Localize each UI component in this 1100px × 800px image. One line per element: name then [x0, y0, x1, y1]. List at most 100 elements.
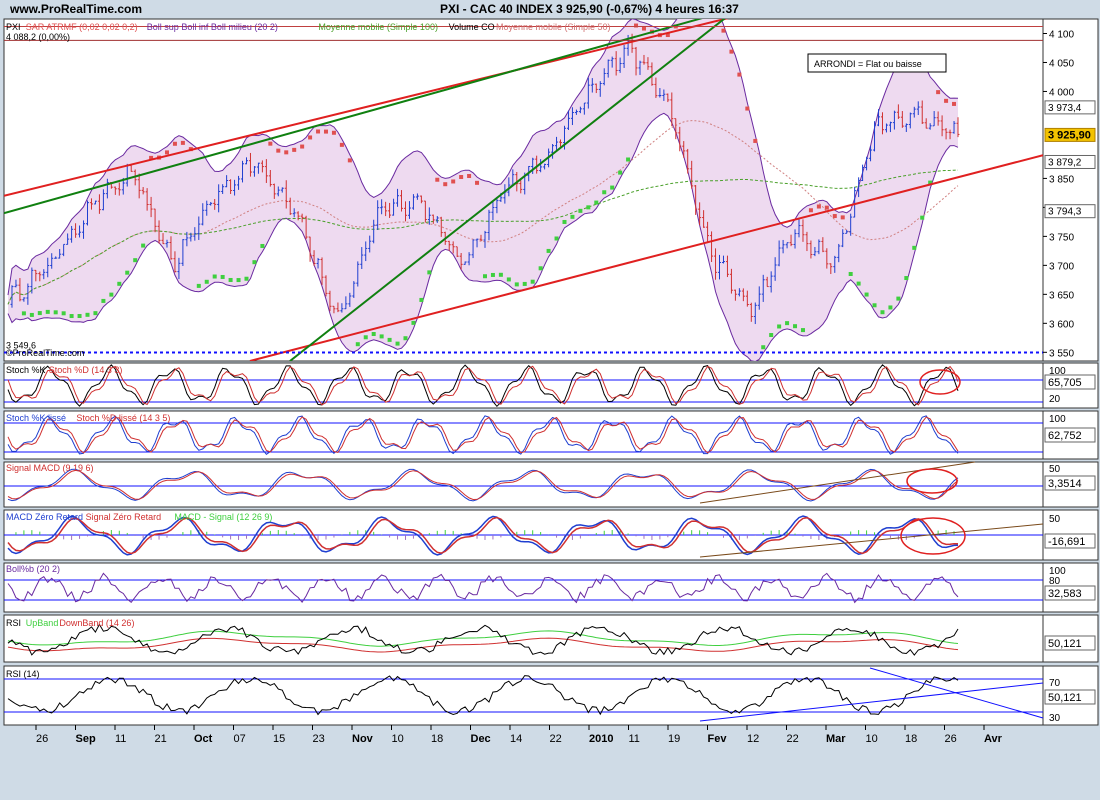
price-legend-item: SAR ATRMF (0,02 0,02 0,2): [26, 22, 138, 32]
sar-dot: [944, 98, 949, 103]
sar-dot: [641, 26, 646, 31]
sar-dot: [276, 148, 281, 153]
sar-dot: [721, 28, 726, 33]
sar-dot: [586, 205, 591, 210]
sar-dot: [912, 245, 917, 250]
bollb-line: [7, 572, 959, 604]
chart-title: PXI - CAC 40 INDEX 3 925,90 (-0,67%) 4 h…: [440, 2, 739, 16]
sar-dot: [133, 258, 138, 263]
macd-zero-circle-annotation: [900, 517, 966, 555]
price-right-box: [1044, 204, 1096, 219]
price-right-label: 3 973,4: [1048, 103, 1082, 114]
sar-dot: [196, 283, 201, 288]
sar-dot: [498, 272, 503, 277]
sar-dot: [634, 23, 639, 28]
stoch-circle-annotation: [919, 369, 961, 395]
sar-dot: [363, 335, 368, 340]
sar-dot: [21, 311, 26, 316]
panel-tick-label: 20: [1049, 394, 1061, 405]
watermark-label: ©ProRealTime.com: [6, 348, 84, 358]
panel-rsi: [3, 665, 1044, 726]
panel-tick-label: 100: [1049, 566, 1066, 577]
sar-dot: [69, 314, 74, 319]
panel-scale-price: [1042, 18, 1099, 362]
x-axis-label: 22: [550, 733, 562, 745]
sar-dot: [920, 215, 925, 220]
price-tick-label: 4 050: [1049, 58, 1074, 69]
sar-dot: [753, 138, 758, 143]
x-axis-label: 2010: [589, 733, 613, 745]
x-axis-label: 18: [431, 733, 443, 745]
sar-dot: [729, 49, 734, 54]
price-right-label: 3 879,2: [1048, 157, 1082, 168]
sar-dot: [292, 147, 297, 152]
sar-dot: [530, 279, 535, 284]
site-label[interactable]: www.ProRealTime.com: [10, 2, 143, 16]
price-tick-label: 3 700: [1049, 261, 1074, 272]
panel-legend-item: RSI: [6, 618, 21, 628]
panel-tick-label: 50: [1049, 514, 1061, 525]
header-bar: www.ProRealTime.com PXI - CAC 40 INDEX 3…: [0, 0, 1100, 18]
x-axis-label: Avr: [984, 733, 1003, 745]
candles-group: [10, 33, 960, 325]
sar-dot: [45, 309, 50, 314]
moving-average-100-line: [7, 169, 959, 305]
sar-dot: [490, 272, 495, 277]
sar-dot: [355, 342, 360, 347]
x-axis-label: 14: [510, 733, 522, 745]
sar-dot: [554, 236, 559, 241]
stoch-k-smooth-line: [7, 415, 959, 455]
sar-dot: [467, 174, 472, 179]
price-legend-item: Moyenne mobile (Simple 50): [496, 22, 611, 32]
rsi-line: [7, 675, 959, 716]
sar-dot: [848, 271, 853, 276]
macd-zero-lines: [4, 515, 1044, 558]
macd-signal-lines: [4, 461, 1043, 504]
lower-channel-trendline: [249, 154, 1043, 361]
sar-dot: [85, 312, 90, 317]
sar-dot: [880, 310, 885, 315]
sar-dot: [164, 150, 169, 155]
price-legend-item: Volume CO: [449, 22, 495, 32]
panel-value-label: 32,583: [1048, 588, 1082, 600]
macd-circle-annotation: [906, 468, 958, 494]
sar-dot: [284, 150, 289, 155]
sar-dot: [856, 281, 861, 286]
price-legend-item: Moyenne mobile (Simple 100): [318, 22, 438, 32]
sar-dot: [53, 310, 58, 315]
panel-tick-label: 30: [1049, 713, 1061, 724]
sar-dot: [180, 140, 185, 145]
panel-legend-item: RSI (14): [6, 669, 40, 679]
sar-dot: [888, 305, 893, 310]
panel-value-label: -16,691: [1048, 536, 1085, 548]
panel-tick-label: 50: [1049, 464, 1061, 475]
price-tick-label: 3 600: [1049, 319, 1074, 330]
top-level-label: 4 088,2 (0,00%): [6, 32, 70, 42]
sar-dot: [77, 314, 82, 319]
rsi-band-rsi-line: [7, 623, 959, 656]
panel-legend-item: UpBand: [26, 618, 59, 628]
price-tick-label: 3 650: [1049, 290, 1074, 301]
sar-dot: [29, 312, 34, 317]
x-axis-label: 22: [787, 733, 799, 745]
x-axis-label: 26: [36, 733, 48, 745]
sar-dot: [37, 311, 42, 316]
panel-tick-label: 100: [1049, 366, 1066, 377]
rsi-upband-line: [7, 630, 959, 647]
sar-dot: [204, 279, 209, 284]
sar-dot: [61, 311, 66, 316]
x-axis-label: Dec: [471, 733, 491, 745]
sar-dot: [800, 328, 805, 333]
panel-bollb: [3, 562, 1044, 613]
stoch-smooth-lines: [4, 415, 1043, 455]
sar-dot: [260, 243, 265, 248]
sar-dot: [872, 303, 877, 308]
price-tick-label: 3 750: [1049, 232, 1074, 243]
panel-value-label: 65,705: [1048, 377, 1082, 389]
x-axis-label: Nov: [352, 733, 374, 745]
sar-dot: [769, 333, 774, 338]
macd-zero-signal-line: [7, 516, 958, 555]
x-axis-label: 19: [668, 733, 680, 745]
panel-value-label: 62,752: [1048, 430, 1082, 442]
